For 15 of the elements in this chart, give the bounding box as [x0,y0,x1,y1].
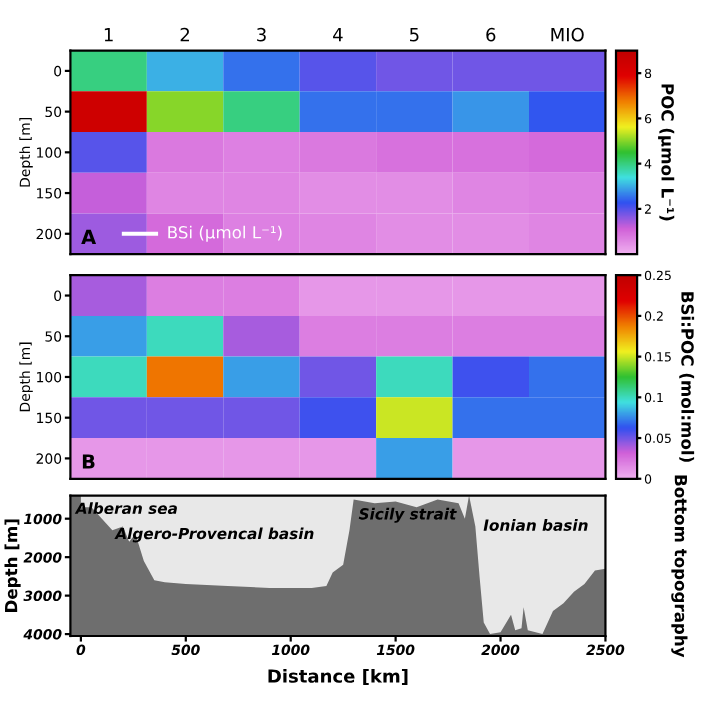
x-tick-label: 1 [104,28,113,42]
x-axis-title: Distance [km] [268,668,408,685]
y-axis-title: Depth [m] [4,519,21,612]
annotation: BSi (µmol L⁻¹) [168,225,282,242]
color-bar-title: BSi:POC (mol:mol) [679,292,695,462]
color-bar-title: POC (µmol L⁻¹) [658,84,675,221]
x-tick-label: 5 [410,28,419,42]
x-tick-label: 3 [257,27,266,42]
x-tick-label: 4 [333,28,343,42]
annotation: B [82,454,95,469]
x-tick-label: MIO [551,27,584,42]
text: Bottom topography [671,475,688,658]
annotation: A [81,229,97,244]
x-tick-label: 6 [486,27,496,42]
x-tick-label: 2 [180,27,189,42]
